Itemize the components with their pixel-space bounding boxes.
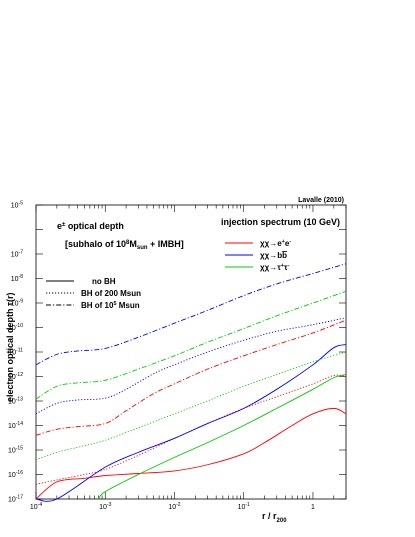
y-axis-label: electron optical depth τ(r)	[5, 292, 15, 402]
legend-channels-title: injection spectrum (10 GeV)	[221, 217, 340, 227]
legend-channels: χχ→e+e-χχ→bb χχ→τ+τ-	[225, 239, 291, 272]
x-tick-label: 10-4	[30, 502, 42, 511]
series-line	[35, 407, 347, 500]
x-tick-label: 1	[311, 504, 315, 511]
y-tick-label: 10-15	[8, 446, 23, 455]
legend-style-label: BH of 105 Msun	[81, 301, 140, 310]
legend-channel-label: χχ→bb	[260, 251, 287, 260]
y-tick-label: 10-12	[8, 372, 23, 381]
series-line	[35, 290, 347, 400]
legend-styles: no BH BH of 200 Msun BH of 105 Msun	[46, 277, 141, 310]
y-tick-label: 10-5	[11, 201, 23, 210]
plot-frame	[35, 204, 347, 500]
series-line	[35, 263, 347, 366]
legend-channel-label: χχ→e+e-	[260, 239, 291, 248]
credit-label: Lavalle (2010)	[298, 197, 344, 204]
y-tick-label: 10-7	[11, 250, 23, 259]
annotation-subtitle: [subhalo of 108Msun + IMBH]	[65, 239, 184, 251]
series-line	[35, 344, 347, 502]
x-tick-label: 10-2	[168, 502, 180, 511]
series-line	[35, 317, 347, 415]
y-tick-label: 10-14	[8, 421, 23, 430]
series-line	[35, 319, 347, 436]
series-layer	[35, 263, 347, 502]
y-tick-label: 10-8	[11, 274, 23, 283]
y-tick-label: 10-17	[8, 495, 23, 504]
legend-style-label: BH of 200 Msun	[81, 289, 141, 298]
x-tick-label: 10-3	[99, 502, 111, 511]
series-line	[35, 351, 347, 461]
series-line	[35, 374, 347, 485]
legend-channel-label: χχ→τ+τ-	[260, 263, 290, 272]
annotation-title: e± optical depth	[57, 221, 124, 231]
legend-style-label: no BH	[92, 277, 116, 286]
y-tick-label: 10-11	[8, 348, 23, 357]
x-axis-label: r / r200	[262, 511, 287, 524]
y-axis-ticks: 10-5 10-7 10-8 10-9 10-10 10-11 10-12 10-13 10-1…	[8, 201, 346, 504]
x-axis-ticks: 10-4 10-3 10-2 10-1 1	[30, 205, 347, 511]
y-tick-label: 10-9	[11, 299, 23, 308]
y-tick-label: 10-13	[8, 397, 23, 406]
y-tick-label: 10-16	[8, 470, 23, 479]
series-line	[98, 374, 347, 500]
y-tick-label: 10-10	[8, 323, 23, 332]
x-tick-label: 10-1	[238, 502, 250, 511]
